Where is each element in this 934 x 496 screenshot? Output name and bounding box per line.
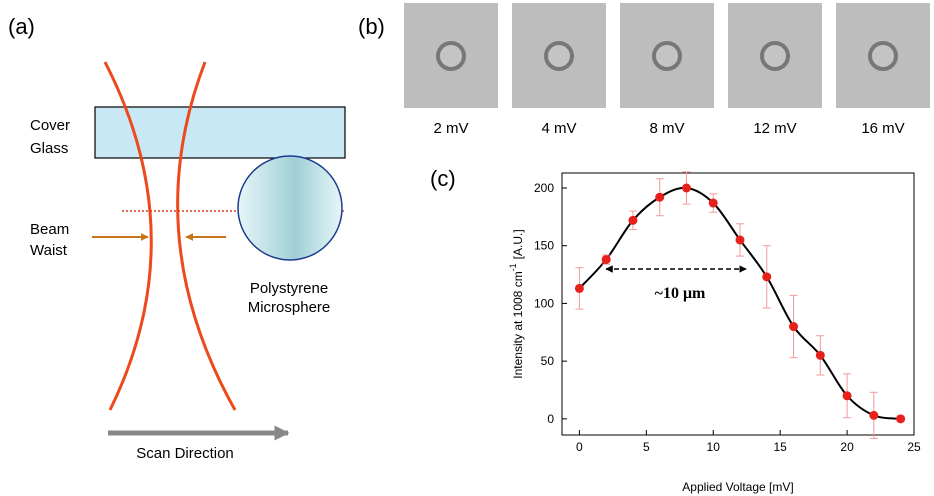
x-tick-label: 5 bbox=[643, 440, 650, 454]
y-tick-label: 50 bbox=[541, 354, 555, 368]
y-axis-title-unit: [A.U.] bbox=[511, 229, 525, 259]
x-axis-title: Applied Voltage [mV] bbox=[682, 480, 793, 494]
point bbox=[736, 235, 745, 244]
point bbox=[762, 272, 771, 281]
point bbox=[628, 216, 637, 225]
label: Waist bbox=[30, 242, 68, 259]
panel-label: (a) bbox=[8, 14, 35, 39]
y-tick-label: 150 bbox=[534, 239, 554, 253]
cover-glass bbox=[95, 107, 345, 158]
y-axis-title: Intensity at 1008 cm-1 [A.U.] bbox=[508, 229, 525, 378]
x-tick-label: 10 bbox=[707, 440, 721, 454]
point bbox=[602, 255, 611, 264]
particle bbox=[546, 43, 572, 69]
particle bbox=[762, 43, 788, 69]
point bbox=[682, 184, 691, 193]
image-label: 4 mV bbox=[541, 120, 576, 137]
particle bbox=[654, 43, 680, 69]
label: Beam bbox=[30, 221, 69, 238]
point bbox=[816, 351, 825, 360]
y-axis-title-text: Intensity at 1008 cm bbox=[511, 271, 525, 378]
label: Microsphere bbox=[248, 299, 331, 316]
label: Cover bbox=[30, 117, 70, 134]
point bbox=[896, 414, 905, 423]
microsphere bbox=[238, 156, 342, 260]
point bbox=[655, 193, 664, 202]
y-tick-label: 200 bbox=[534, 181, 554, 195]
y-axis-title-sup: -1 bbox=[508, 263, 518, 271]
figure: (a) Cover Glass Beam Waist Polystyrene M… bbox=[0, 0, 934, 496]
panel-label: (c) bbox=[430, 166, 456, 191]
y-tick-label: 100 bbox=[534, 296, 554, 310]
label: Scan Direction bbox=[136, 445, 234, 462]
point bbox=[869, 411, 878, 420]
image-label: 2 mV bbox=[433, 120, 468, 137]
point bbox=[843, 391, 852, 400]
y-tick-label: 0 bbox=[547, 412, 554, 426]
chart: 0 5 10 15 20 25 0 50 100 150 200 Applied Voltage [m… bbox=[508, 172, 921, 494]
panel-label: (b) bbox=[358, 14, 385, 39]
point bbox=[575, 284, 584, 293]
image-label: 12 mV bbox=[753, 120, 796, 137]
x-tick-label: 25 bbox=[907, 440, 921, 454]
x-tick-label: 15 bbox=[773, 440, 787, 454]
annotation: ~10 μm bbox=[655, 285, 706, 302]
point bbox=[709, 199, 718, 208]
image-label: 8 mV bbox=[649, 120, 684, 137]
label: Polystyrene bbox=[250, 280, 328, 297]
point bbox=[789, 322, 798, 331]
image-label: 16 mV bbox=[861, 120, 904, 137]
label: Glass bbox=[30, 140, 68, 157]
image-strip: 2 mV 4 mV 8 mV 12 mV 16 mV bbox=[404, 3, 930, 137]
plot-frame bbox=[562, 173, 914, 435]
particle bbox=[438, 43, 464, 69]
particle bbox=[870, 43, 896, 69]
fit-line bbox=[579, 188, 900, 419]
x-tick-label: 0 bbox=[576, 440, 583, 454]
x-tick-label: 20 bbox=[840, 440, 854, 454]
